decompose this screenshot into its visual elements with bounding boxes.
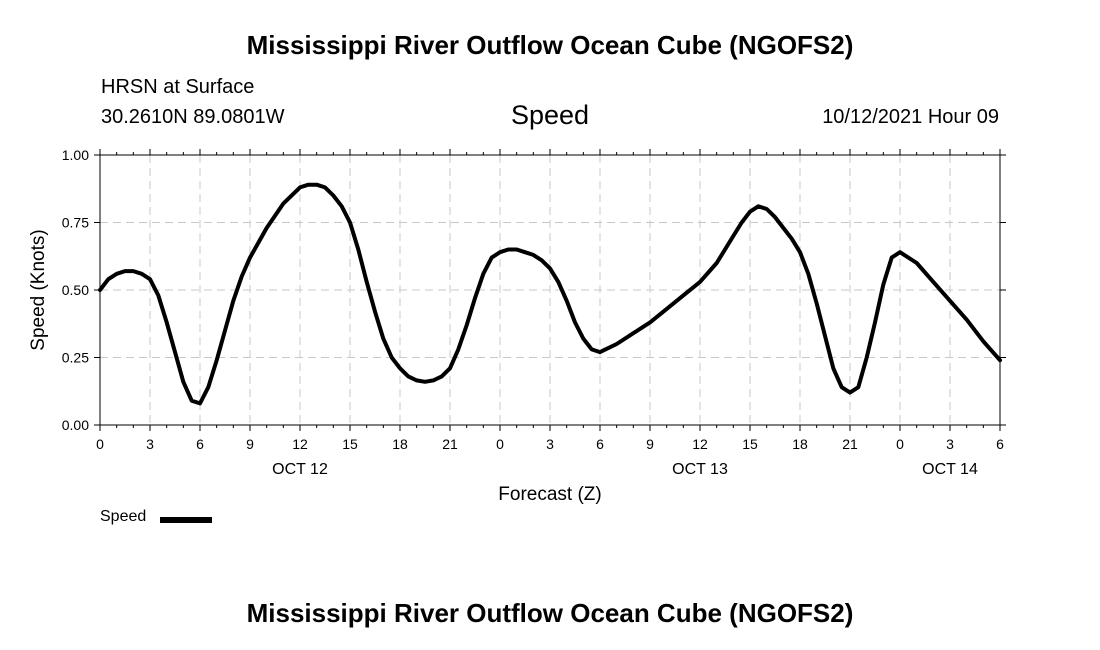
legend-label: Speed — [100, 508, 147, 525]
x-tick-label: 0 — [496, 436, 504, 452]
x-tick-label: 0 — [96, 436, 104, 452]
footer-title: Mississippi River Outflow Ocean Cube (NG… — [246, 598, 854, 628]
x-axis-title: Forecast (Z) — [498, 484, 601, 505]
forecast-datetime: 10/12/2021 Hour 09 — [822, 106, 999, 128]
chart-ticks — [94, 149, 1006, 431]
x-tick-label: 15 — [342, 436, 358, 452]
y-tick-label: 0.00 — [62, 417, 89, 433]
y-tick-label: 1.00 — [62, 147, 89, 163]
chart-labels: 0.00 0.25 0.50 0.75 1.00 0 3 6 9 12 15 18 21 0 3 6 9 12 15… — [28, 147, 1004, 505]
x-tick-label: 18 — [392, 436, 408, 452]
date-label: OCT 12 — [272, 461, 328, 478]
x-tick-label: 21 — [842, 436, 858, 452]
station-label: HRSN at Surface — [101, 76, 255, 98]
chart-gridlines — [100, 155, 1000, 425]
x-tick-label: 3 — [146, 436, 154, 452]
legend-swatch — [160, 517, 212, 523]
x-tick-label: 3 — [546, 436, 554, 452]
y-tick-label: 0.75 — [62, 215, 89, 231]
x-tick-label: 0 — [896, 436, 904, 452]
x-tick-label: 15 — [742, 436, 758, 452]
x-tick-label: 3 — [946, 436, 954, 452]
date-label: OCT 13 — [672, 461, 728, 478]
x-tick-label: 18 — [792, 436, 808, 452]
x-tick-label: 6 — [596, 436, 604, 452]
y-axis-title: Speed (Knots) — [28, 229, 49, 350]
x-tick-label: 6 — [996, 436, 1004, 452]
y-tick-label: 0.50 — [62, 282, 89, 298]
x-tick-label: 12 — [692, 436, 708, 452]
chart-title: Speed — [510, 100, 590, 130]
speed-series-line — [98, 182, 1002, 406]
y-tick-label: 0.25 — [62, 350, 89, 366]
x-tick-label: 6 — [196, 436, 204, 452]
x-tick-label: 9 — [246, 436, 254, 452]
page-title: Mississippi River Outflow Ocean Cube (NG… — [246, 30, 854, 60]
x-tick-label: 21 — [442, 436, 458, 452]
date-label: OCT 14 — [922, 461, 978, 478]
x-tick-label: 12 — [292, 436, 308, 452]
x-tick-label: 9 — [646, 436, 654, 452]
station-coordinates: 30.2610N 89.0801W — [101, 106, 285, 128]
